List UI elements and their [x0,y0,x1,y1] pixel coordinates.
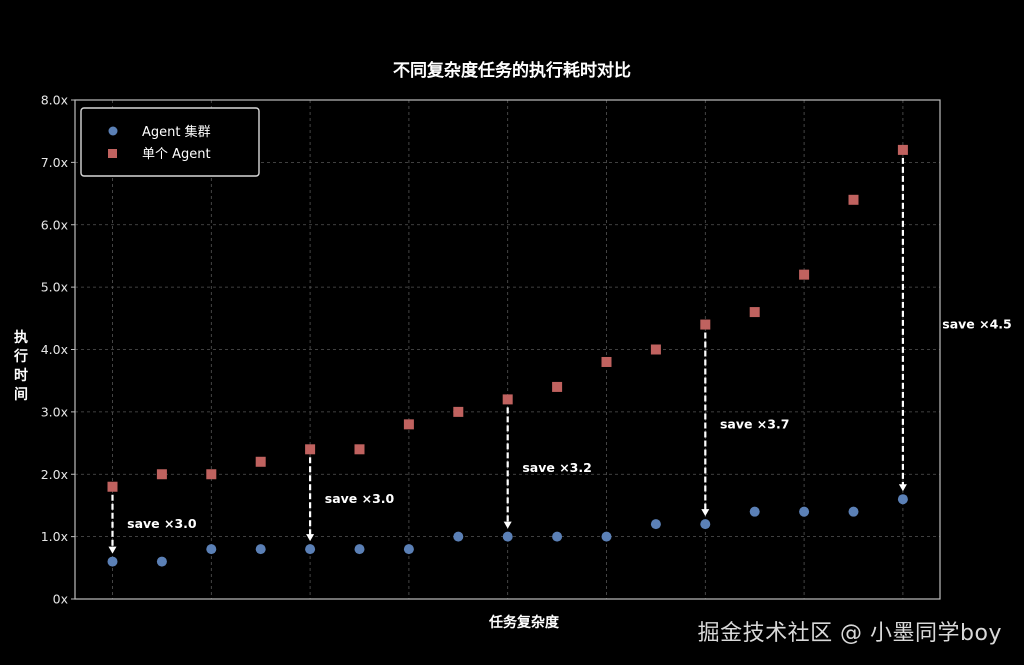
data-point-single-agent [552,381,563,392]
data-point-single-agent [305,444,316,455]
data-point-single-agent [206,469,217,480]
data-point-single-agent [848,194,859,205]
data-point-agent-cluster [305,544,316,555]
legend-label-single-agent: 单个 Agent [142,147,211,162]
y-tick-label: 2.0x [41,467,68,482]
data-point-single-agent [255,456,266,467]
legend-box [80,107,260,177]
annotation-arrow-head [108,546,117,554]
y-tick-label: 3.0x [41,404,68,419]
data-point-agent-cluster [650,519,661,530]
annotation-text: save ×3.7 [720,416,789,431]
annotation-text: save ×3.0 [325,491,395,506]
y-tick-label: 6.0x [41,217,68,232]
annotation-arrow-head [898,484,907,492]
annotation-text: save ×3.0 [127,516,197,531]
data-point-agent-cluster [601,531,612,542]
annotation-arrow-head [306,534,315,542]
y-axis-label-char: 行 [13,348,28,365]
data-point-single-agent [156,469,167,480]
data-point-single-agent [749,307,760,318]
data-point-single-agent [502,394,513,405]
y-tick-label: 0x [53,592,68,607]
y-tick-label: 1.0x [41,529,68,544]
chart-title: 不同复杂度任务的执行耗时对比 [393,60,631,81]
x-axis-label: 任务复杂度 [488,614,560,631]
data-point-single-agent [897,144,908,155]
data-point-agent-cluster [354,544,365,555]
watermark: 掘金技术社区 @ 小墨同学boy [697,621,1002,646]
data-point-agent-cluster [502,531,513,542]
annotation-arrow-head [701,509,710,517]
y-ticks: 0x 1.0x 2.0x 3.0x 4.0x 5.0x 6.0x 7.0x 8.0x [41,93,75,607]
y-axis-label-char: 间 [14,386,28,403]
data-point-agent-cluster [453,531,464,542]
data-points [107,144,908,567]
data-point-agent-cluster [700,519,711,530]
data-point-agent-cluster [848,506,859,517]
y-tick-label: 4.0x [41,342,68,357]
legend-label-agent-cluster: Agent 集群 [142,124,211,140]
y-tick-label: 5.0x [41,280,68,295]
data-point-agent-cluster [403,544,414,555]
data-point-single-agent [354,444,365,455]
data-point-single-agent [107,481,118,492]
y-tick-label: 7.0x [41,155,68,170]
annotation-texts: save ×3.0 save ×3.0 save ×3.2 save ×3.7 save… [127,317,1012,532]
legend: Agent 集群 单个 Agent [80,107,260,177]
y-axis-label-char: 执 [14,329,28,346]
data-point-agent-cluster [107,556,118,567]
data-point-agent-cluster [897,494,908,505]
data-point-agent-cluster [255,544,266,555]
annotation-arrows [108,157,907,554]
data-point-single-agent [650,344,661,355]
data-point-agent-cluster [749,506,760,517]
data-point-agent-cluster [156,556,167,567]
data-point-single-agent [403,419,414,430]
data-point-single-agent [700,319,711,330]
data-point-agent-cluster [552,531,563,542]
data-point-agent-cluster [206,544,217,555]
annotation-text: save ×3.2 [522,460,591,475]
annotation-text: save ×4.5 [942,317,1011,332]
data-point-agent-cluster [799,506,810,517]
y-axis-label-char: 时 [14,367,28,384]
data-point-single-agent [799,269,810,280]
legend-marker-single-agent [108,149,117,158]
y-tick-label: 8.0x [41,93,68,108]
data-point-single-agent [601,356,612,367]
data-point-single-agent [453,406,464,417]
annotation-arrow-head [503,521,512,529]
legend-marker-agent-cluster [108,126,118,136]
